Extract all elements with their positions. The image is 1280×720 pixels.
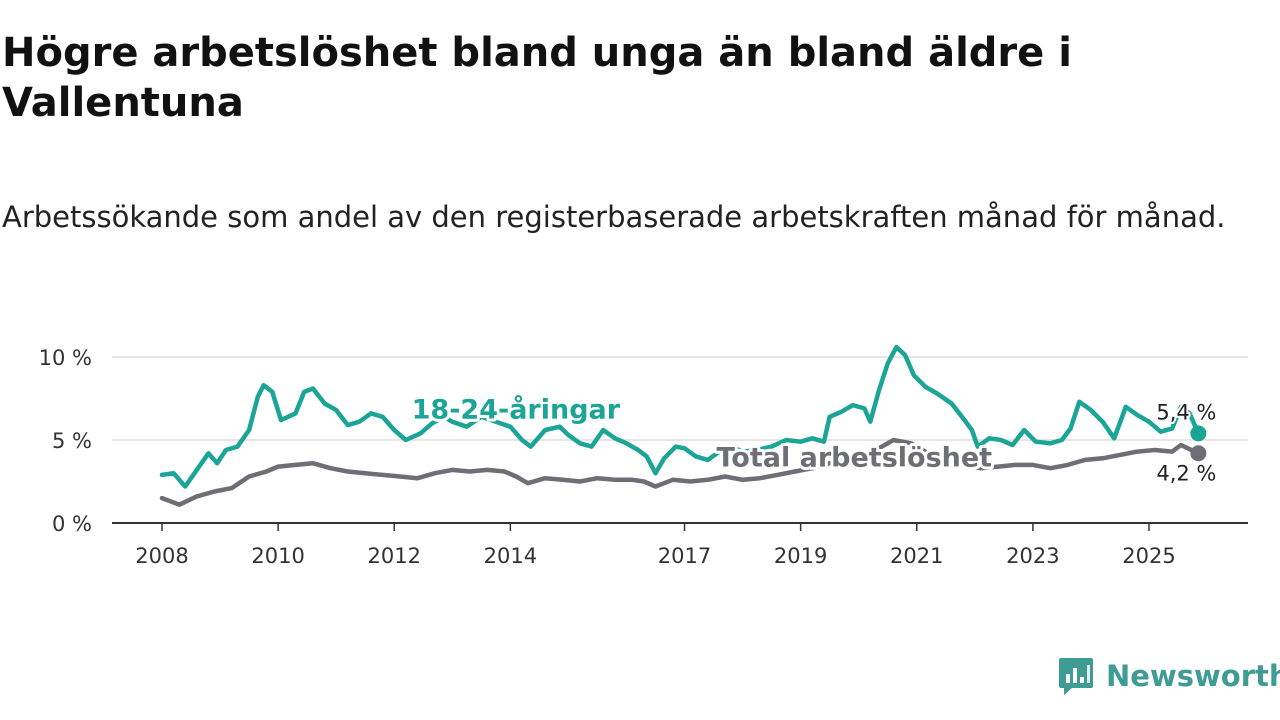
series-lines bbox=[159, 344, 1207, 507]
newsworthy-logo: Newsworthy bbox=[1058, 654, 1280, 698]
x-tick-label: 2023 bbox=[1006, 544, 1059, 568]
chart-title: Högre arbetslöshet bland unga än bland ä… bbox=[2, 30, 1072, 126]
series-line-total bbox=[159, 437, 1201, 507]
end-point-young bbox=[1190, 425, 1207, 442]
x-tick-label: 2021 bbox=[890, 544, 943, 568]
y-axis-ticks: 0 % 5 % 10 % bbox=[39, 346, 92, 536]
x-tick-label: 2025 bbox=[1122, 544, 1175, 568]
newsworthy-brand-name: Newsworthy bbox=[1106, 659, 1280, 693]
end-value-label-total: 4,2 % bbox=[1156, 461, 1216, 485]
x-tick-label: 2012 bbox=[368, 544, 421, 568]
x-axis: 2008 2010 2012 2014 2017 2019 2021 2023 2025 bbox=[112, 522, 1248, 568]
newsworthy-logo-icon bbox=[1059, 658, 1093, 695]
series-label-total: Total arbetslöshet bbox=[716, 443, 992, 474]
y-tick-label: 5 % bbox=[52, 429, 92, 453]
line-chart: 0 %5 %10 % 2008 2010 2012 2014 2017 2019 2021 2… bbox=[39, 344, 1248, 568]
end-point-total bbox=[1190, 445, 1207, 462]
x-tick-label: 2014 bbox=[484, 544, 537, 568]
x-tick-label: 2010 bbox=[251, 544, 304, 568]
series-label-young: 18-24-åringar bbox=[412, 393, 621, 425]
x-tick-label: 2017 bbox=[658, 544, 711, 568]
chart-subtitle: Arbetssökande som andel av den registerb… bbox=[2, 200, 1226, 234]
gridlines bbox=[112, 356, 1248, 441]
series-labels: 4,2 % 5,4 % 18-24-åringar Total arbetslöshe… bbox=[409, 390, 1219, 487]
x-tick-label: 2008 bbox=[135, 544, 188, 568]
x-tick-label: 2019 bbox=[774, 544, 827, 568]
y-tick-label: 0 % bbox=[52, 512, 92, 536]
end-value-label-young: 5,4 % bbox=[1156, 400, 1216, 424]
y-tick-label: 10 % bbox=[39, 346, 92, 370]
series-line-young bbox=[159, 344, 1201, 489]
